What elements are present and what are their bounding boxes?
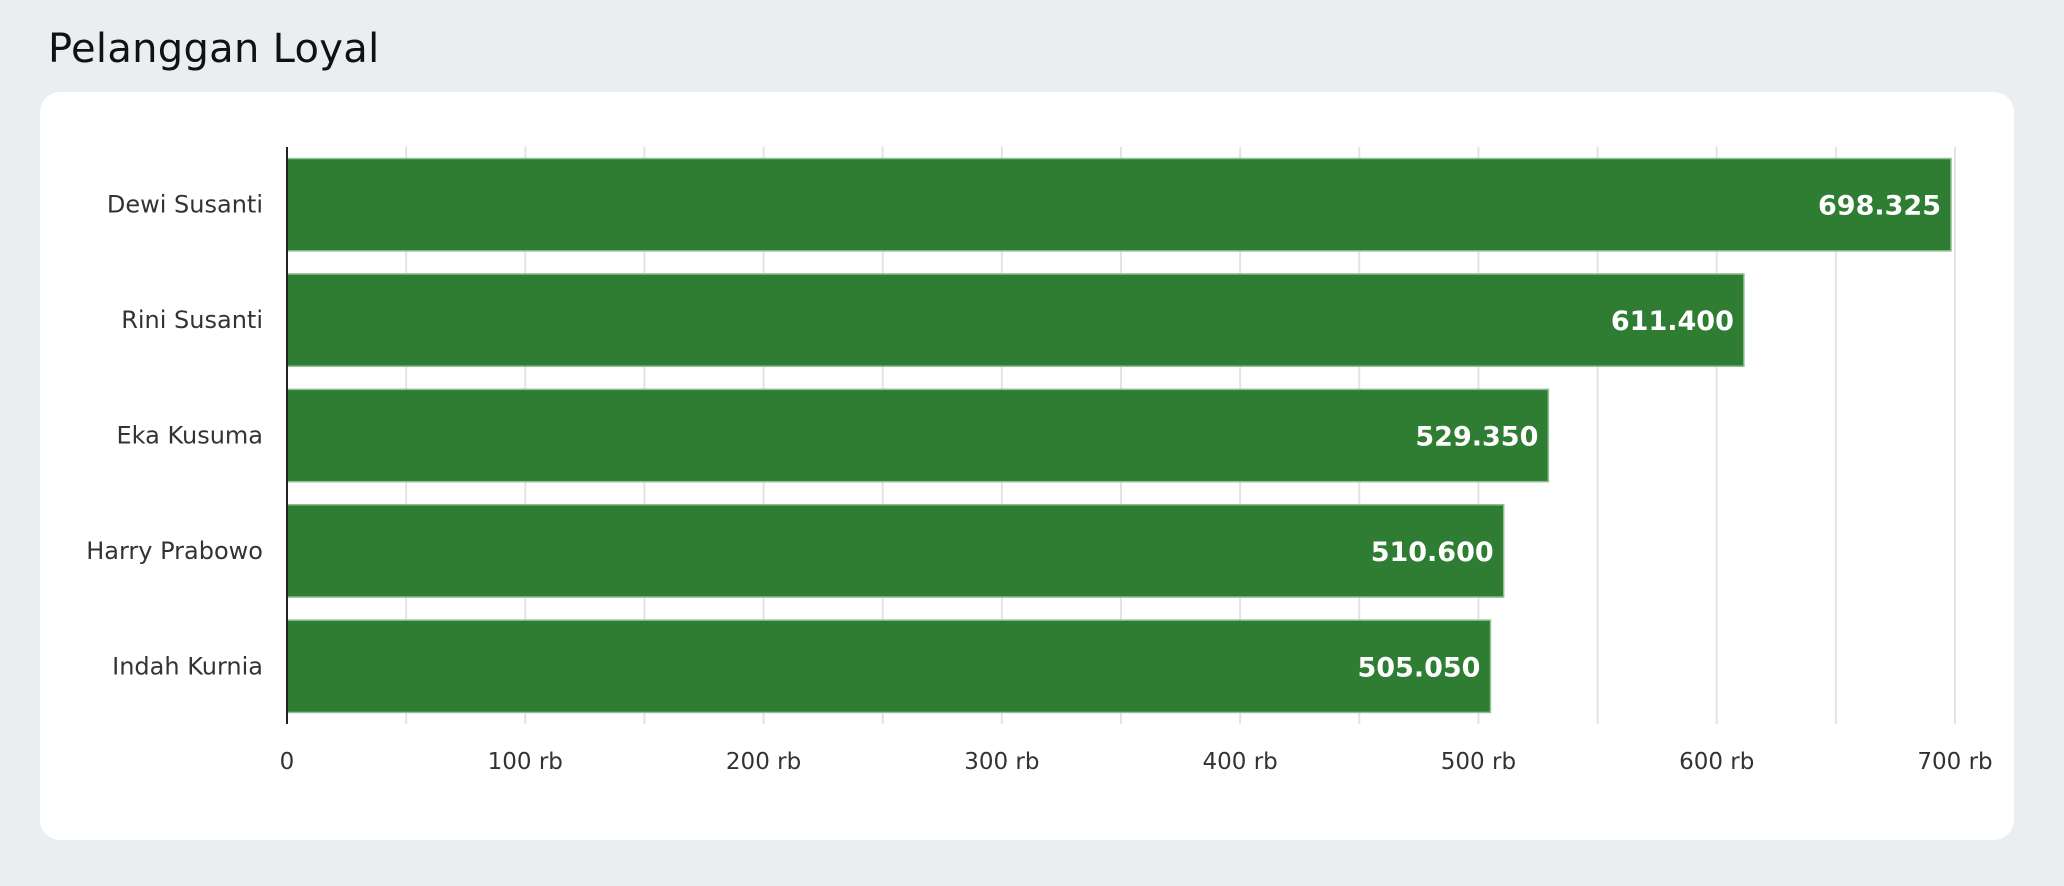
data-label: 611.400 (1611, 306, 1734, 337)
category-label: Eka Kusuma (116, 422, 263, 450)
x-tick-label: 200 rb (726, 749, 801, 775)
data-label: 510.600 (1371, 537, 1494, 568)
data-label: 529.350 (1415, 422, 1538, 453)
x-tick-label: 700 rb (1917, 749, 1992, 775)
x-tick-label: 400 rb (1203, 749, 1278, 775)
category-label: Dewi Susanti (107, 191, 263, 219)
x-tick-label: 500 rb (1441, 749, 1516, 775)
data-label: 698.325 (1818, 191, 1941, 222)
bar (286, 273, 1745, 368)
chart-title: Pelanggan Loyal (48, 26, 380, 72)
bar (286, 503, 1505, 598)
category-label: Rini Susanti (121, 306, 263, 334)
bar (286, 388, 1550, 483)
data-label: 505.050 (1357, 652, 1480, 683)
x-tick-label: 0 (280, 749, 295, 775)
x-tick-label: 300 rb (964, 749, 1039, 775)
bar (286, 619, 1492, 714)
bar (286, 157, 1952, 252)
category-label: Harry Prabowo (86, 537, 263, 565)
x-tick-label: 100 rb (488, 749, 563, 775)
x-tick-label: 600 rb (1679, 749, 1754, 775)
category-label: Indah Kurnia (112, 652, 263, 680)
